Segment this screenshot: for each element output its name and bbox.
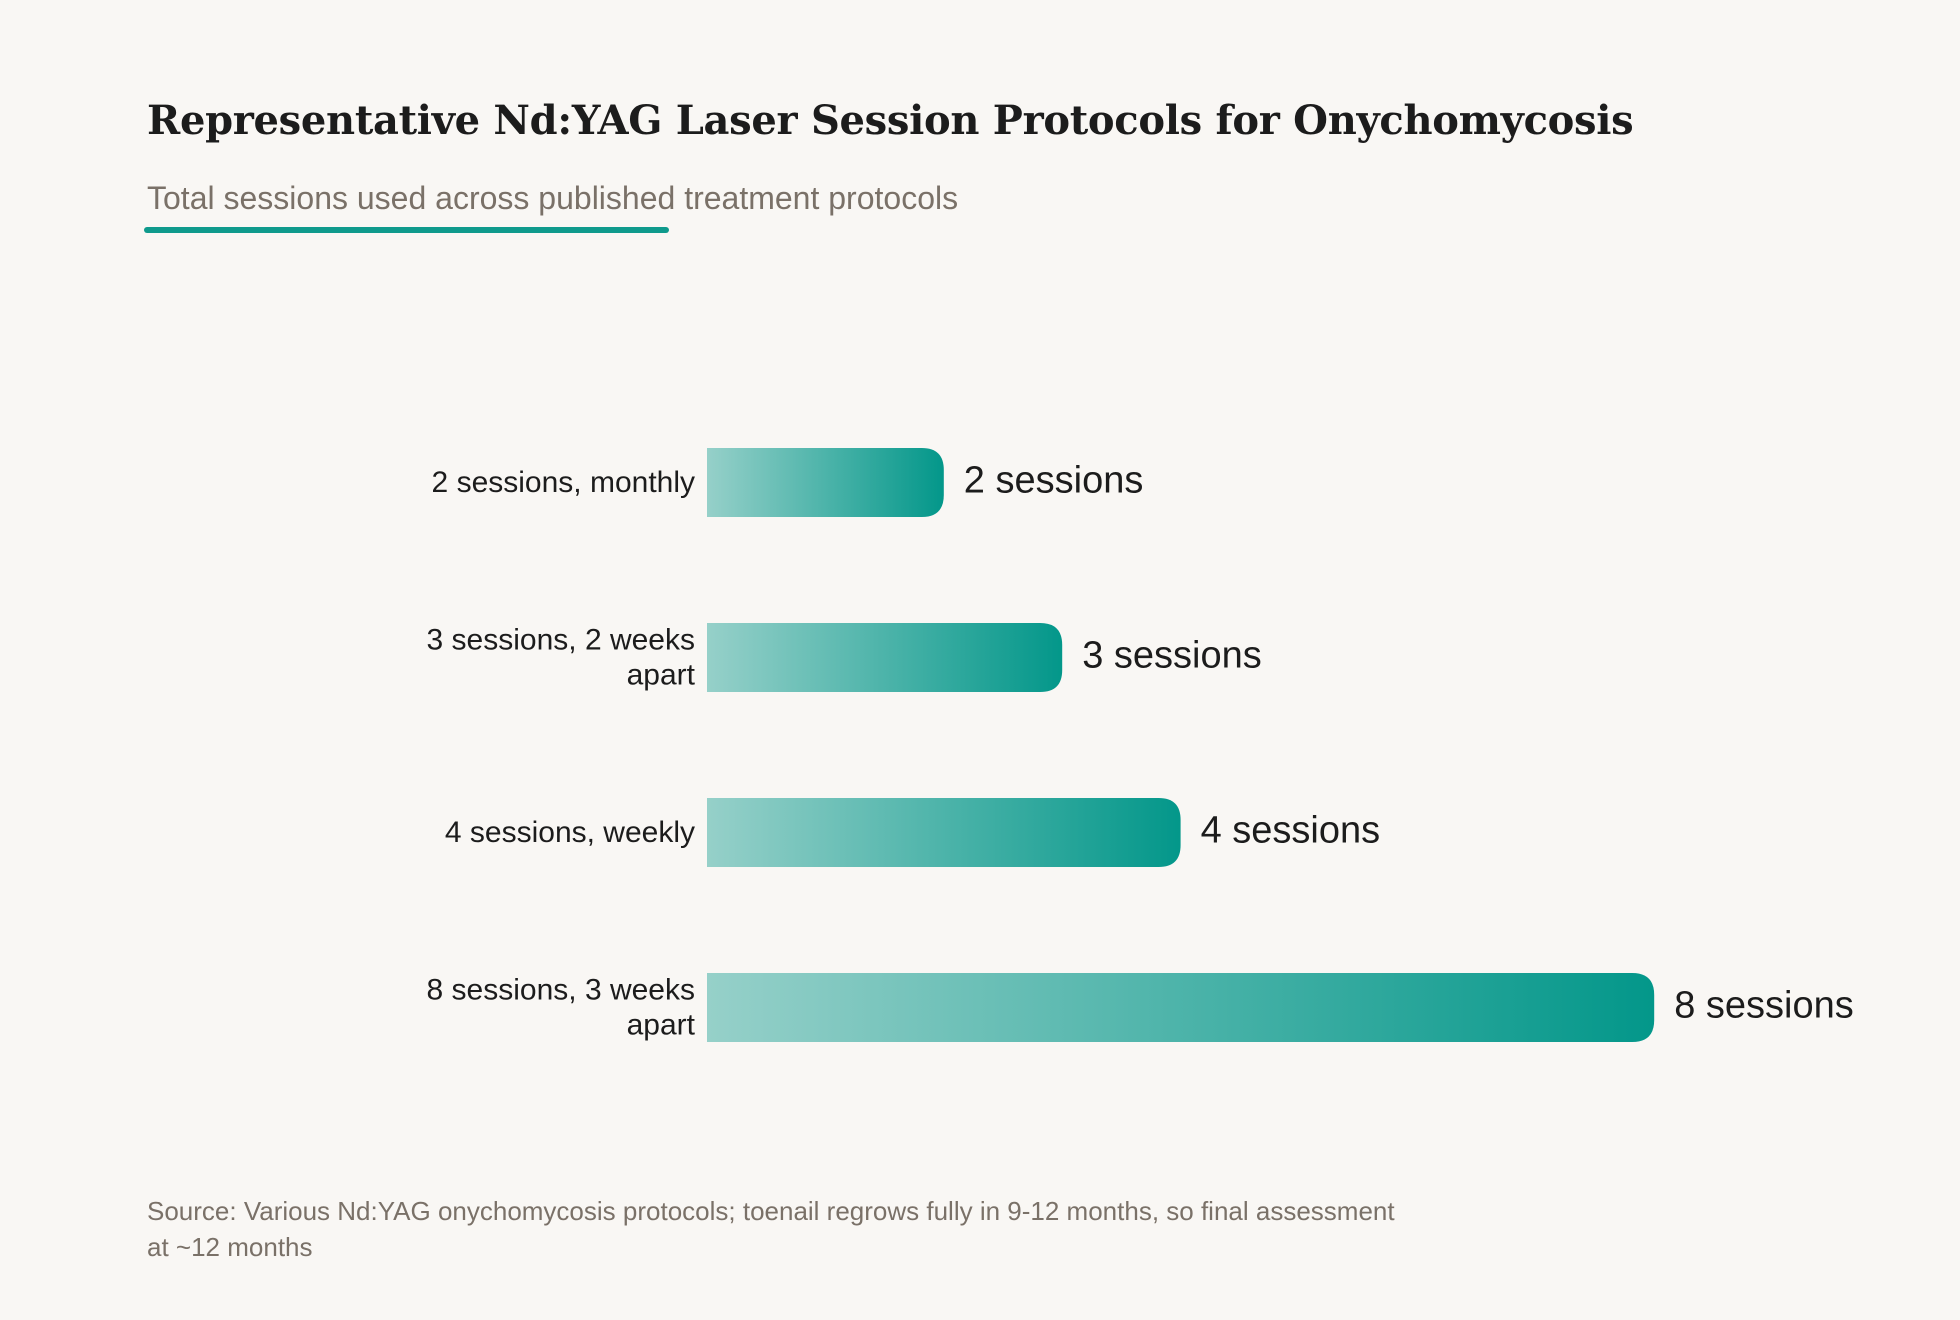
value-label: 4 sessions bbox=[1201, 810, 1381, 852]
category-label-line: apart bbox=[627, 1009, 696, 1042]
bar-row: 4 sessions, weekly 4 sessions bbox=[445, 798, 1380, 867]
bar-row: 2 sessions, monthly 2 sessions bbox=[432, 448, 1144, 517]
value-label: 2 sessions bbox=[964, 460, 1144, 502]
chart-subtitle: Total sessions used across published tre… bbox=[147, 180, 959, 216]
bar bbox=[707, 448, 944, 517]
bar bbox=[707, 798, 1181, 867]
category-label: 2 sessions, monthly bbox=[432, 466, 695, 499]
category-label-line: apart bbox=[627, 659, 696, 692]
category-label: 3 sessions, 2 weeks apart bbox=[427, 624, 696, 692]
source-note: Source: Various Nd:YAG onychomycosis pro… bbox=[147, 1196, 1395, 1262]
bar bbox=[707, 623, 1063, 692]
category-label-line: 3 sessions, 2 weeks bbox=[427, 624, 695, 657]
value-label: 8 sessions bbox=[1674, 985, 1854, 1027]
value-label: 3 sessions bbox=[1082, 635, 1262, 677]
category-label: 8 sessions, 3 weeks apart bbox=[427, 974, 696, 1042]
bar-row: 3 sessions, 2 weeks apart 3 sessions bbox=[427, 623, 1262, 692]
category-label: 4 sessions, weekly bbox=[445, 816, 695, 849]
bar-row: 8 sessions, 3 weeks apart 8 sessions bbox=[427, 973, 1854, 1042]
category-label-line: 2 sessions, monthly bbox=[432, 466, 695, 499]
bar bbox=[707, 973, 1655, 1042]
category-label-line: 8 sessions, 3 weeks bbox=[427, 974, 695, 1007]
chart-title: Representative Nd:YAG Laser Session Prot… bbox=[147, 97, 1634, 144]
subtitle-accent-rule bbox=[144, 227, 669, 233]
category-label-line: 4 sessions, weekly bbox=[445, 816, 695, 849]
